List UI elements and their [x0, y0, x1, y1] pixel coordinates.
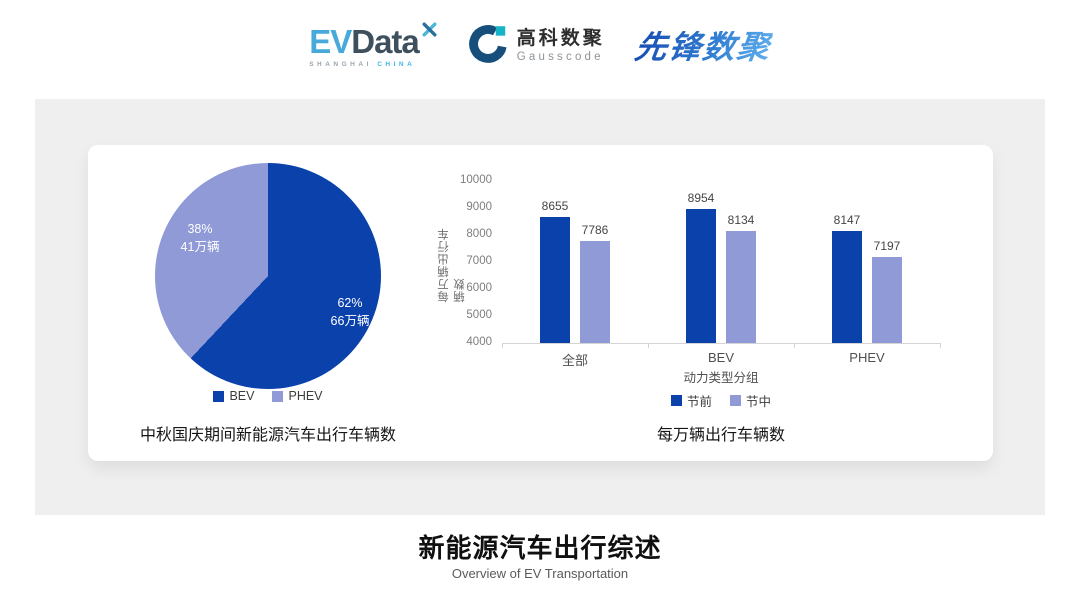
- legend-label: 节前: [686, 395, 712, 409]
- legend-item-BEV[interactable]: BEV: [213, 389, 254, 403]
- bar-节前-全部: [540, 217, 570, 343]
- x-axis-title: 动力类型分组: [683, 371, 759, 385]
- page-subtitle: Overview of EV Transportation: [451, 566, 629, 581]
- pie-label-bev: 62% 66万辆: [330, 296, 370, 328]
- evdata-logo: EV Data SHANGHAI CHINA: [309, 22, 438, 68]
- bar-节前-PHEV: [832, 231, 862, 343]
- pie-chart-title: 中秋国庆期间新能源汽车出行车辆数: [139, 427, 396, 444]
- bar-value-label: 8954: [687, 191, 715, 206]
- gausscode-logo: 高科数聚 Gausscode: [468, 24, 605, 69]
- bar-节前-BEV: [686, 209, 716, 343]
- y-axis-tick-label: 6000: [466, 282, 492, 294]
- chart-card: 62% 66万辆 38% 41万辆 BEV PHEV 中秋国庆期间新能源汽车出行车辆数…: [88, 145, 993, 461]
- y-axis-tick-label: 7000: [466, 255, 492, 267]
- legend-item-节前[interactable]: 节前: [670, 391, 712, 410]
- y-axis-tick-label: 10000: [460, 174, 492, 186]
- legend-label: BEV: [229, 389, 255, 403]
- bar-value-label: 7197: [873, 238, 901, 253]
- pie-legend: BEV PHEV: [88, 389, 448, 403]
- x-category-label: PHEV: [849, 350, 885, 365]
- bar-节中-PHEV: [872, 256, 902, 343]
- pie-label-phev: 38% 41万辆: [180, 222, 220, 254]
- x-axis-tick-mark: [794, 343, 795, 348]
- y-axis-tick-label: 8000: [466, 228, 492, 240]
- legend-swatch: [670, 395, 682, 406]
- legend-swatch: [213, 390, 225, 402]
- bar-legend: 节前 节中: [502, 391, 940, 410]
- bar-plot: 每万辆出行车辆数 4000 5000 6000 7000 8000 9000 10000 全部…: [438, 174, 941, 368]
- bar-节中-全部: [580, 240, 610, 343]
- bar-节中-BEV: [726, 231, 756, 343]
- x-category-label: 全部: [561, 353, 588, 368]
- evdata-logo-ev-text: EV: [309, 23, 352, 60]
- y-axis-tick-label: 9000: [466, 201, 492, 213]
- x-axis-tick-mark: [940, 343, 941, 348]
- bar-value-label: 8655: [541, 199, 569, 214]
- bar-value-label: 7786: [581, 222, 609, 237]
- evdata-logo-data-text: Data: [351, 23, 420, 60]
- evdata-logo-subtitle: SHANGHAI CHINA: [309, 61, 416, 68]
- bar-value-label: 8147: [833, 213, 861, 228]
- x-category-label: BEV: [707, 350, 734, 365]
- bar-value-label: 8134: [727, 213, 755, 228]
- bar-chart-title: 每万辆出行车辆数: [656, 427, 785, 444]
- pie-chart: 62% 66万辆 38% 41万辆: [155, 163, 381, 389]
- gausscode-en-name: Gausscode: [516, 51, 604, 64]
- legend-swatch: [730, 395, 741, 406]
- y-axis-tick-label: 4000: [466, 336, 492, 348]
- bar-chart-section: 每万辆出行车辆数 4000 5000 6000 7000 8000 9000 10000 全部…: [438, 145, 993, 461]
- y-axis-tick-label: 5000: [466, 309, 492, 321]
- legend-item-PHEV[interactable]: PHEV: [272, 389, 323, 403]
- gausscode-cn-name: 高科数聚: [516, 28, 605, 50]
- evdata-x-icon: [421, 21, 438, 42]
- page-title: 新能源汽车出行综述: [418, 533, 662, 563]
- pie-chart-section: 62% 66万辆 38% 41万辆 BEV PHEV 中秋国庆期间新能源汽车出行车辆数: [88, 145, 448, 461]
- legend-label: 节中: [746, 395, 772, 409]
- legend-swatch: [272, 390, 284, 402]
- legend-label: PHEV: [288, 389, 323, 403]
- legend-item-节中[interactable]: 节中: [730, 391, 771, 410]
- x-axis-tick-mark: [502, 343, 503, 348]
- header-logo-row: EV Data SHANGHAI CHINA 高科数聚 Gausscode 先锋数…: [0, 22, 1080, 69]
- content-panel: 62% 66万辆 38% 41万辆 BEV PHEV 中秋国庆期间新能源汽车出行车辆数…: [35, 99, 1045, 515]
- x-axis-tick-mark: [648, 343, 649, 348]
- gausscode-g-mark-icon: [468, 24, 508, 69]
- pioneer-data-logo: 先锋数聚: [632, 28, 774, 65]
